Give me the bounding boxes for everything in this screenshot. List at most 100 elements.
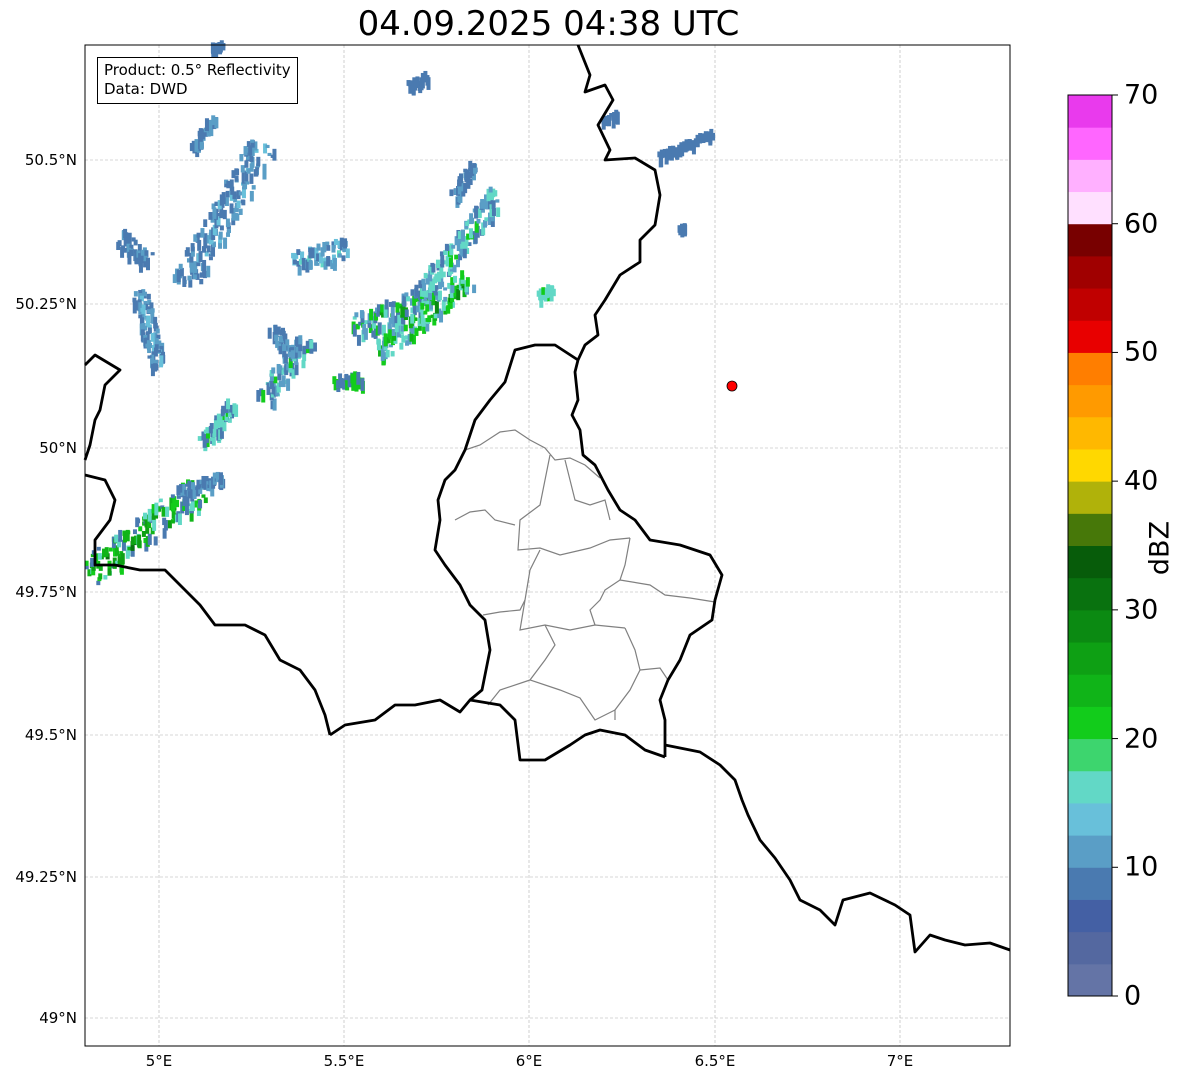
radar-cell: [468, 167, 473, 179]
radar-cell: [206, 129, 211, 137]
radar-cell: [339, 237, 344, 251]
radar-cell: [410, 80, 415, 86]
radar-cell: [376, 304, 381, 314]
radar-cell: [443, 250, 448, 256]
radar-cell: [208, 425, 213, 434]
radar-cell: [186, 258, 191, 263]
radar-cell: [383, 304, 388, 318]
radar-cell: [488, 212, 493, 226]
radar-cell: [154, 502, 159, 516]
radar-cell: [246, 141, 251, 148]
radar-cell: [401, 301, 406, 314]
radar-cell: [267, 327, 272, 339]
radar-cell: [356, 334, 361, 346]
radar-cell: [489, 206, 494, 218]
radar-cell: [179, 483, 184, 493]
radar-cell: [170, 494, 175, 499]
radar-cell: [658, 154, 663, 168]
radar-cell: [130, 541, 135, 551]
colorbar-segment: [1068, 802, 1112, 836]
colorbar-tick-label: 20: [1124, 723, 1159, 755]
radar-cell: [691, 140, 696, 151]
lat-label: 49.75°N: [15, 583, 77, 601]
colorbar-segment: [1068, 577, 1112, 611]
radar-cell: [439, 277, 444, 286]
colorbar-segment: [1068, 899, 1112, 933]
radar-cell: [677, 144, 682, 148]
radar-cell: [474, 205, 479, 219]
radar-cell: [283, 336, 288, 341]
radar-cell: [434, 300, 439, 314]
radar-cell: [454, 236, 459, 246]
radar-cell: [484, 198, 489, 210]
radar-cell: [491, 200, 496, 210]
radar-cell: [549, 285, 554, 294]
radar-cell: [150, 308, 155, 313]
lat-label: 49.5°N: [24, 726, 77, 744]
radar-cell: [240, 165, 245, 173]
colorbar-tick-label: 40: [1124, 465, 1159, 497]
radar-cell: [316, 253, 321, 262]
colorbar-label: dBZ: [1144, 520, 1176, 576]
radar-cell: [147, 355, 152, 359]
radar-cell: [302, 349, 307, 362]
radar-cell: [451, 244, 456, 249]
radar-cell: [312, 342, 317, 352]
radar-cell: [435, 292, 440, 300]
radar-cell: [410, 313, 415, 324]
radar-cell: [266, 382, 271, 395]
radar-cell: [178, 263, 183, 270]
radar-cell: [391, 337, 396, 346]
radar-cell: [298, 258, 303, 265]
radar-cell: [222, 421, 227, 432]
radar-cell: [163, 519, 168, 531]
radar-cell: [121, 539, 126, 551]
radar-cell: [477, 208, 482, 218]
radar-cell: [203, 127, 208, 137]
radar-cell: [84, 560, 89, 566]
radar-cell: [218, 241, 223, 249]
radar-cell: [185, 247, 190, 257]
radar-cell: [483, 194, 488, 201]
luxembourg-canton-borders: [454, 429, 716, 721]
radar-cell: [428, 280, 433, 294]
radar-cell: [147, 309, 152, 314]
radar-cell: [708, 134, 713, 146]
radar-cell: [491, 188, 496, 198]
radar-cell: [406, 80, 411, 86]
radar-cell: [231, 218, 236, 226]
colorbar-segment: [1068, 609, 1112, 643]
radar-cell: [158, 498, 163, 503]
radar-cell: [127, 546, 132, 551]
radar-cell: [241, 186, 246, 199]
radar-cell: [272, 398, 277, 411]
radar-cell: [449, 243, 454, 256]
lon-label: 5°E: [145, 1052, 173, 1070]
radar-cell: [132, 529, 137, 535]
radar-cell: [294, 336, 299, 346]
radar-cell: [284, 362, 289, 376]
radar-cell: [238, 191, 243, 196]
radar-cell: [261, 389, 266, 403]
radar-cell: [192, 261, 197, 267]
radar-cell: [96, 580, 101, 586]
radar-cell: [273, 324, 278, 328]
radar-cell: [405, 296, 410, 302]
radar-cell: [194, 139, 199, 152]
radar-cell: [441, 299, 446, 311]
radar-cell: [265, 144, 270, 149]
radar-cell: [439, 265, 444, 279]
radar-cell: [231, 207, 236, 221]
radar-cell: [212, 207, 217, 219]
radar-cell: [460, 229, 465, 242]
colorbar-segment: [1068, 191, 1112, 225]
radar-cell: [333, 383, 338, 391]
radar-cell: [423, 310, 428, 315]
radar-cell: [659, 149, 664, 159]
radar-cell: [356, 371, 361, 385]
radar-cell: [351, 378, 356, 391]
radar-cell: [278, 346, 283, 355]
radar-cell: [147, 349, 152, 354]
radar-cell: [177, 513, 182, 526]
radar-cell: [322, 241, 327, 253]
